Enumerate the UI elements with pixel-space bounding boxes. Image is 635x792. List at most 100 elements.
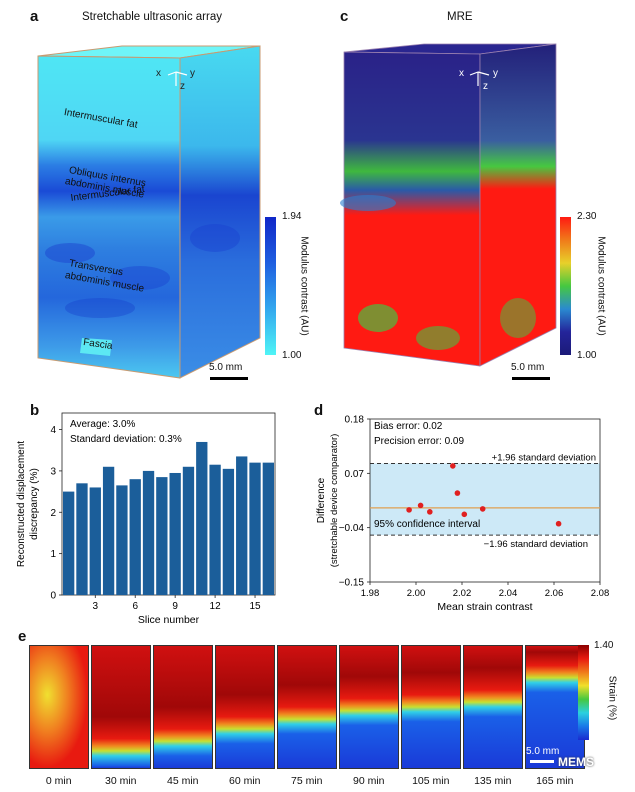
panel-c-axis-z: z <box>483 81 488 92</box>
panel-a-colorbar-min: 1.00 <box>282 350 302 361</box>
panel-b-bar-3 <box>89 487 101 595</box>
panel-b-xtick-label: 15 <box>249 601 261 612</box>
panel-d-lower-label: −1.96 standard deviation <box>484 539 588 550</box>
panel-e-scale-bar <box>530 760 554 763</box>
panel-d-ytick-label: 0.07 <box>345 469 365 480</box>
panel-c-colorbar-label: Modulus contrast (AU) <box>595 236 607 336</box>
panel-c-axes-glyph <box>469 71 490 86</box>
strain-map-time-label: 0 min <box>45 775 72 787</box>
panel-c-colorbar-max: 2.30 <box>577 211 597 222</box>
panel-b-bar-10 <box>182 466 195 595</box>
panel-d-bland-altman-chart: 0.18 0.07 −0.04 −0.151.98 2.00 2.02 2.04 2.06 2.… <box>316 415 610 614</box>
panel-d-point-1 <box>406 507 412 513</box>
panel-a-title: Stretchable ultrasonic array <box>82 11 222 23</box>
panel-d-xtick-label: 2.04 <box>499 588 518 599</box>
panel-b-ytick-label: 3 <box>50 466 56 477</box>
strain-map-135-min <box>463 645 523 769</box>
strain-map-time-label: 165 min <box>536 775 574 787</box>
panel-b-annotation-average: Average: 3.0% <box>70 419 136 430</box>
panel-b-bar-5 <box>116 485 128 595</box>
panel-d-point-2 <box>417 502 424 509</box>
panel-b-bar-16 <box>262 462 274 595</box>
strain-map-0-min <box>29 645 89 769</box>
panel-b-xtick-label: 9 <box>172 601 178 612</box>
panel-b-xtick-label: 6 <box>132 601 138 612</box>
panel-c-axis-y: y <box>493 68 498 79</box>
panel-a-axis-z: z <box>180 81 185 92</box>
panel-e-scale-label: 5.0 mm <box>526 746 560 757</box>
panel-b-bar-7 <box>142 470 155 595</box>
panel-d-point-4 <box>450 463 456 469</box>
panel-c-volume <box>340 43 557 367</box>
panel-b-bar-8 <box>156 477 168 595</box>
strain-map-time-label: 60 min <box>228 775 261 787</box>
panel-b-letter: b <box>30 402 40 419</box>
panel-d-xtick-label: 2.00 <box>407 588 426 599</box>
panel-d-upper-label: +1.96 standard deviation <box>492 452 596 463</box>
panel-d-confidence-band <box>370 463 600 536</box>
strain-map-60-min <box>215 645 275 769</box>
panel-b-bar-4 <box>102 466 115 595</box>
panel-b-bar-13 <box>222 468 235 595</box>
panel-d-point-7 <box>479 506 486 512</box>
panel-b-ytick-label: 0 <box>50 591 56 602</box>
panel-c-scale-label: 5.0 mm <box>511 362 545 373</box>
strain-map-time-label: 45 min <box>166 775 199 787</box>
panel-d-axes-frame <box>369 418 601 583</box>
panel-b-axes-frame <box>61 412 276 596</box>
strain-map-45-min <box>153 645 213 769</box>
panel-d-ci-label: 95% confidence interval <box>374 519 480 530</box>
panel-b-xlabel: Slice number <box>138 614 200 625</box>
panel-b-ytick-label: 2 <box>50 508 56 519</box>
strain-map-165-min <box>525 645 585 769</box>
panel-d-ylabel-line1: Difference <box>316 477 327 523</box>
panel-b-bar-15 <box>249 462 261 595</box>
panel-e-colorbar-max: 1.40 <box>594 640 614 651</box>
panel-d-point-6 <box>461 511 468 518</box>
strain-map-time-label: 75 min <box>290 775 323 787</box>
panel-d-point-8 <box>555 520 562 527</box>
panel-d-point-3 <box>427 509 433 515</box>
panel-c-scale-bar <box>512 377 550 380</box>
panel-d-xtick-label: 2.06 <box>545 588 564 599</box>
panel-e-watermark: MEMS <box>558 755 594 769</box>
strain-map-time-label: 105 min <box>412 775 450 787</box>
panel-d-xtick-label: 2.02 <box>453 588 472 599</box>
panel-b-bar-9 <box>169 472 181 595</box>
strain-map-75-min <box>277 645 337 769</box>
panel-b-bar-2 <box>76 483 88 595</box>
panel-b-bar-6 <box>129 479 141 595</box>
strain-map-time-label: 135 min <box>474 775 512 787</box>
panel-e-colorbar <box>578 645 589 740</box>
panel-b-bar-1 <box>63 491 75 595</box>
panel-d-annotation-bias: Bias error: 0.02 <box>374 421 443 432</box>
panel-d-ytick-label: −0.15 <box>339 578 365 589</box>
panel-c-colorbar-min: 1.00 <box>577 350 597 361</box>
panel-c-letter: c <box>340 8 349 25</box>
strain-map-time-label: 30 min <box>104 775 137 787</box>
panel-d-xtick-label: 1.98 <box>361 588 380 599</box>
panel-a-colorbar-max: 1.94 <box>282 211 302 222</box>
panel-b-annotation-std: Standard deviation: 0.3% <box>70 434 182 445</box>
panel-b-ytick-label: 1 <box>50 549 56 560</box>
panel-b-bar-14 <box>236 456 248 595</box>
panel-a-axis-y: y <box>190 68 195 79</box>
panel-d-ytick-label: −0.04 <box>339 523 365 534</box>
panel-a-axis-x: x <box>156 68 161 79</box>
panel-c-colorbar <box>560 217 571 355</box>
panel-d-xtick-label: 2.08 <box>591 588 610 599</box>
panel-b-ytick-label: 4 <box>50 425 56 436</box>
panel-a-scale-label: 5.0 mm <box>209 362 243 373</box>
panel-a-volume <box>37 45 261 379</box>
panel-a-colorbar-label: Modulus contrast (AU) <box>298 236 310 336</box>
panel-d-ytick-label: 0.18 <box>345 415 365 426</box>
panel-c-title: MRE <box>447 11 473 23</box>
panel-c-axis-x: x <box>459 68 464 79</box>
panel-b-xtick-label: 3 <box>93 601 99 612</box>
panel-b-ylabel-line1: Reconstructed displacement <box>16 441 27 567</box>
panel-b-ylabel-line2: discrepancy (%) <box>29 468 40 540</box>
panel-b-bar-12 <box>209 464 221 595</box>
panel-a-axes-glyph <box>167 71 188 86</box>
panel-a-colorbar <box>265 217 276 355</box>
